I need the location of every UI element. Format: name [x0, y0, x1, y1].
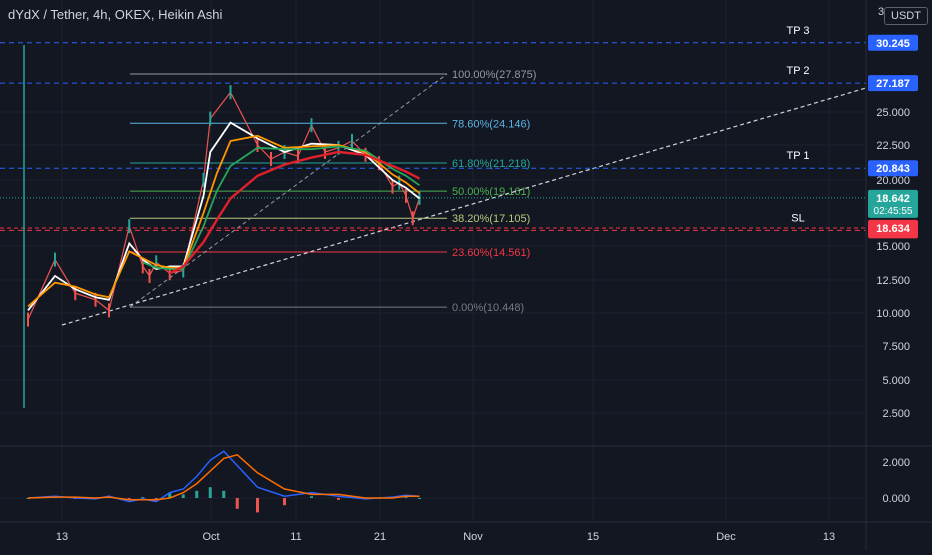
grid-layer [0, 0, 866, 522]
y-tick-label: 20.000 [876, 175, 910, 187]
level-price-badge-bg [868, 160, 918, 177]
macd-histogram-bar [181, 494, 185, 498]
target-level-label: SL [791, 212, 804, 224]
target-level-label: TP 2 [786, 65, 809, 77]
macd-histogram-bar [154, 498, 158, 500]
level-price-badge-text: 27.187 [876, 78, 910, 90]
osc-y-tick-label: 0.000 [882, 493, 910, 505]
y-tick-label: 25.000 [876, 107, 910, 119]
y-tick-label: 15.000 [876, 241, 910, 253]
macd-histogram-bar [208, 487, 212, 498]
macd-histogram-bar [404, 497, 408, 499]
macd-histogram-bar [141, 497, 145, 499]
fib-level-label: 38.20%(17.105) [452, 213, 530, 225]
x-tick-label: 21 [374, 531, 386, 543]
fib-level-label: 0.00%(10.448) [452, 302, 524, 314]
macd-histogram-bar [168, 492, 172, 498]
x-tick-label: Dec [716, 531, 736, 543]
macd-histogram-bar [195, 490, 199, 498]
moving-average-line [169, 150, 421, 275]
y-tick-label-top: 3 [878, 6, 884, 18]
fib-level-label: 78.60%(24.146) [452, 118, 530, 130]
x-tick-label: Nov [463, 531, 483, 543]
target-level-label: TP 3 [786, 25, 809, 37]
x-tick-label: Oct [202, 531, 219, 543]
stop-marker-badge-text: 18.634 [876, 223, 911, 235]
fib-level-label: 23.60%(14.561) [452, 247, 530, 259]
level-price-badge-text: 20.843 [876, 163, 910, 175]
stop-marker-badge-bg [868, 219, 918, 236]
y-tick-label: 7.500 [882, 341, 910, 353]
moving-average-line [27, 121, 421, 311]
x-tick-label: 13 [823, 531, 835, 543]
level-price-badge-bg [868, 75, 918, 92]
macd-histogram-bar [310, 496, 313, 498]
y-tick-label: 2.500 [882, 408, 910, 420]
level-price-badge-bg [868, 34, 918, 51]
macd-histogram-bar [222, 490, 226, 498]
axis-layer: 25.000 22.500 20.000 15.000 12.500 10.000 7.50… [56, 6, 910, 543]
macd-histogram-bar [127, 498, 131, 500]
macd-histogram-bar [256, 498, 259, 513]
chart-title: dYdX / Tether, 4h, OKEX, Heikin Ashi [8, 7, 223, 22]
current-price-badge-text: 18.642 [876, 193, 910, 205]
series-layer [23, 45, 421, 408]
fib-level-label: 100.00%(27.875) [452, 69, 536, 81]
y-tick-label: 12.500 [876, 275, 910, 287]
osc-y-tick-label: 2.000 [882, 457, 910, 469]
x-tick-label: 13 [56, 531, 68, 543]
y-tick-label: 22.500 [876, 140, 910, 152]
y-tick-label: 5.000 [882, 375, 910, 387]
currency-badge[interactable]: USDT [884, 7, 928, 25]
macd-layer [0, 450, 866, 513]
macd-histogram-bar [235, 498, 239, 509]
macd-histogram-bar [337, 498, 340, 500]
fib-level-label: 50.00%(19.161) [452, 186, 530, 198]
x-tick-label: 15 [587, 531, 599, 543]
target-level-label: TP 1 [786, 150, 809, 162]
macd-signal-line [27, 453, 420, 501]
x-tick-label: 11 [290, 531, 301, 543]
current-price-badge-countdown: 02:45:55 [874, 206, 913, 217]
badge-layer: 30.24527.18720.84316.18118.64202:45:5518… [868, 34, 918, 239]
macd-histogram-bar [418, 498, 421, 499]
macd-histogram-bar [283, 498, 286, 506]
y-tick-label: 10.000 [876, 308, 910, 320]
current-price-badge-bg [868, 189, 918, 218]
price-axis-panel[interactable] [866, 0, 932, 550]
fib-level-label: 61.80%(21.218) [452, 158, 530, 170]
level-price-badge-text: 30.245 [876, 38, 910, 50]
macd-histogram-bar [26, 498, 30, 499]
